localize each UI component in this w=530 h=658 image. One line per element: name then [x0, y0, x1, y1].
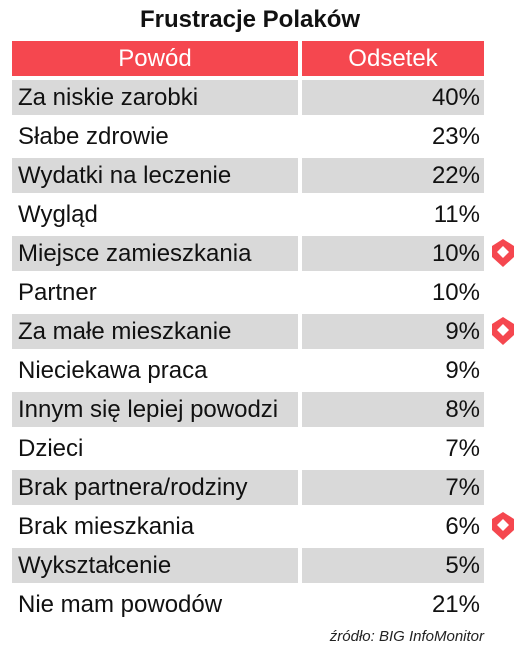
location-pin-icon [490, 511, 516, 541]
table-header: Powód Odsetek [12, 41, 484, 76]
row-label: Dzieci [18, 434, 84, 462]
row-value: 8% [302, 392, 484, 427]
table-row: Za małe mieszkanie 9% [12, 314, 484, 349]
header-percent: Odsetek [302, 41, 484, 76]
row-label: Partner [18, 278, 97, 306]
location-pin-icon [490, 238, 516, 268]
table-body: Za niskie zarobki 40% Słabe zdrowie 23% Wyda… [12, 80, 484, 622]
table-row: Za niskie zarobki 40% [12, 80, 484, 115]
location-pin-icon [490, 316, 516, 346]
row-value: 10% [302, 236, 484, 271]
data-table: Powód Odsetek Za niskie zarobki 40% Słabe … [12, 41, 484, 626]
row-label: Nie mam powodów [18, 590, 223, 618]
row-label: Miejsce zamieszkania [12, 236, 298, 271]
chart-title: Frustracje Polaków [139, 6, 361, 33]
row-value: 40% [302, 80, 484, 115]
row-label: Nieciekawa praca [18, 356, 208, 384]
row-value: 21% [431, 590, 480, 618]
table-row: Partner 10% [12, 275, 484, 310]
row-value: 7% [445, 434, 480, 462]
table-row: Nie mam powodów 21% [12, 587, 484, 622]
table-row: Wydatki na leczenie 22% [12, 158, 484, 193]
table-row: Dzieci 7% [12, 431, 484, 466]
row-value: 7% [302, 470, 484, 505]
row-value: 5% [302, 548, 484, 583]
row-label: Słabe zdrowie [18, 122, 169, 150]
row-label: Wygląd [18, 200, 98, 228]
row-value: 6% [445, 512, 480, 540]
row-label: Innym się lepiej powodzi [12, 392, 298, 427]
row-value: 9% [445, 356, 480, 384]
row-label: Wykształcenie [12, 548, 298, 583]
table-row: Brak mieszkania 6% [12, 509, 484, 544]
row-value: 23% [431, 122, 480, 150]
row-label: Wydatki na leczenie [12, 158, 298, 193]
row-value: 10% [431, 278, 480, 306]
row-label: Brak partnera/rodziny [12, 470, 298, 505]
row-value: 9% [302, 314, 484, 349]
table-row: Brak partnera/rodziny 7% [12, 470, 484, 505]
table-row: Miejsce zamieszkania 10% [12, 236, 484, 271]
row-label: Za małe mieszkanie [12, 314, 298, 349]
table-row: Nieciekawa praca 9% [12, 353, 484, 388]
table-row: Wygląd 11% [12, 197, 484, 232]
row-label: Brak mieszkania [18, 512, 195, 540]
row-label: Za niskie zarobki [12, 80, 298, 115]
row-value: 11% [433, 200, 480, 228]
row-value: 22% [302, 158, 484, 193]
header-reason: Powód [12, 41, 298, 76]
table-row: Innym się lepiej powodzi 8% [12, 392, 484, 427]
table-row: Słabe zdrowie 23% [12, 119, 484, 154]
table-row: Wykształcenie 5% [12, 548, 484, 583]
source-note: źródło: BIG InfoMonitor [329, 628, 484, 645]
